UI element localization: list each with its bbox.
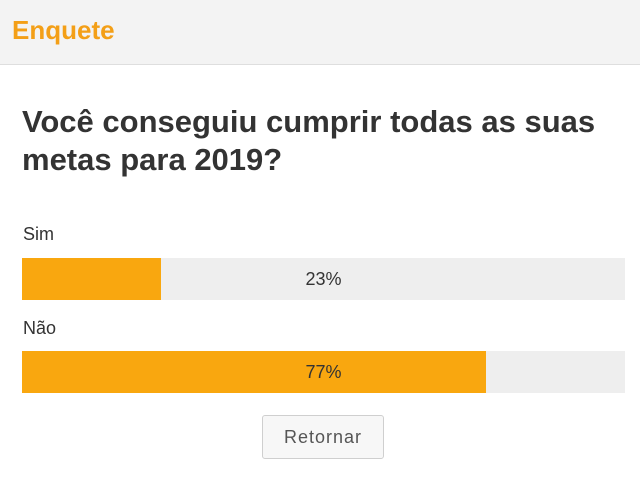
result-percent-nao: 77%: [305, 362, 342, 382]
poll-question: Você conseguiu cumprir todas as suas met…: [22, 104, 596, 177]
result-bar-nao: 77%: [22, 351, 625, 393]
poll-title: Enquete: [12, 15, 115, 45]
result-fill-sim: [22, 258, 161, 300]
result-fill-nao: [22, 351, 487, 393]
result-bar-sim: 23%: [22, 258, 625, 300]
result-percent-sim: 23%: [305, 269, 342, 289]
poll-header: Enquete: [0, 0, 640, 65]
option-label-nao: Não: [23, 318, 57, 338]
return-button[interactable]: Retornar: [262, 415, 384, 459]
option-label-sim: Sim: [23, 224, 54, 244]
